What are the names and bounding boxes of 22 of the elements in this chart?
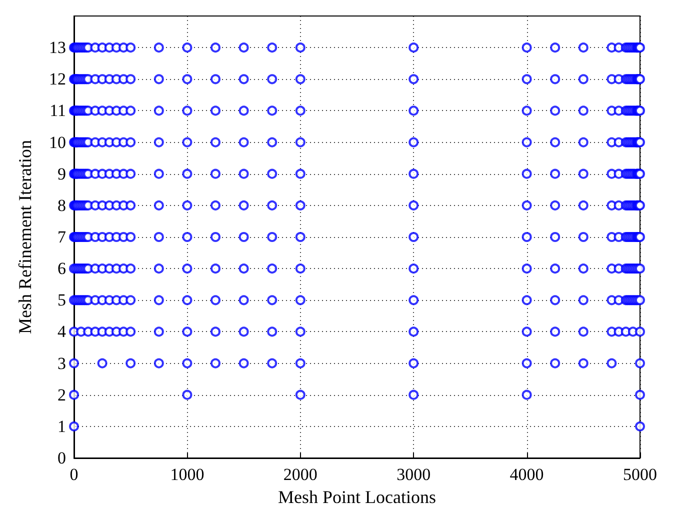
y-tick-label: 3 — [58, 354, 66, 373]
x-tick-label: 0 — [70, 465, 78, 484]
y-tick-label: 0 — [58, 448, 66, 468]
y-tick-label: 6 — [58, 259, 66, 278]
x-tick-label: 5000 — [623, 465, 657, 484]
x-axis-title: Mesh Point Locations — [278, 487, 436, 507]
x-tick-label: 2000 — [283, 465, 318, 484]
y-tick-label: 7 — [58, 228, 66, 246]
y-tick-label: 1 — [58, 416, 66, 436]
y-tick-label: 12 — [49, 70, 66, 89]
y-tick-label: 13 — [49, 38, 66, 58]
y-tick-label: 4 — [58, 322, 66, 342]
y-axis-title: Mesh Refinement Iteration — [15, 140, 35, 334]
y-tick-label: 11 — [50, 101, 66, 120]
y-tick-label: 2 — [58, 385, 66, 404]
x-tick-label: 1000 — [170, 465, 204, 484]
x-tick-label: 3000 — [396, 465, 431, 484]
y-tick-label: 8 — [58, 196, 66, 215]
y-tick-label: 10 — [49, 132, 66, 152]
y-tick-label: 5 — [58, 290, 66, 310]
x-tick-label: 4000 — [510, 465, 544, 484]
y-tick-label: 9 — [58, 164, 66, 184]
